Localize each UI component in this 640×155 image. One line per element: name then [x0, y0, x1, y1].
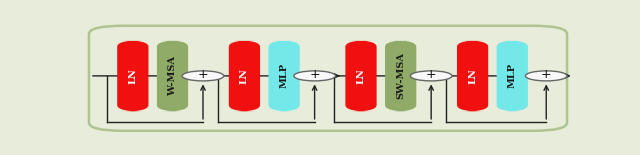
FancyBboxPatch shape	[229, 40, 260, 112]
Text: +: +	[541, 68, 552, 81]
Text: MLP: MLP	[280, 63, 289, 89]
FancyBboxPatch shape	[497, 40, 528, 112]
FancyBboxPatch shape	[157, 40, 188, 112]
Text: +: +	[198, 68, 209, 81]
Circle shape	[410, 71, 452, 81]
Circle shape	[182, 71, 224, 81]
FancyBboxPatch shape	[385, 40, 416, 112]
Text: LN: LN	[240, 68, 249, 84]
Text: LN: LN	[129, 68, 138, 84]
FancyBboxPatch shape	[346, 40, 376, 112]
FancyBboxPatch shape	[117, 40, 148, 112]
Text: +: +	[309, 68, 320, 81]
Text: MLP: MLP	[508, 63, 516, 89]
Text: LN: LN	[356, 68, 365, 84]
FancyBboxPatch shape	[457, 40, 488, 112]
Text: +: +	[426, 68, 436, 81]
Circle shape	[294, 71, 335, 81]
FancyBboxPatch shape	[269, 40, 300, 112]
FancyBboxPatch shape	[89, 26, 567, 131]
Circle shape	[525, 71, 567, 81]
Text: SW-MSA: SW-MSA	[396, 52, 405, 99]
Text: LN: LN	[468, 68, 477, 84]
Text: W-MSA: W-MSA	[168, 56, 177, 96]
